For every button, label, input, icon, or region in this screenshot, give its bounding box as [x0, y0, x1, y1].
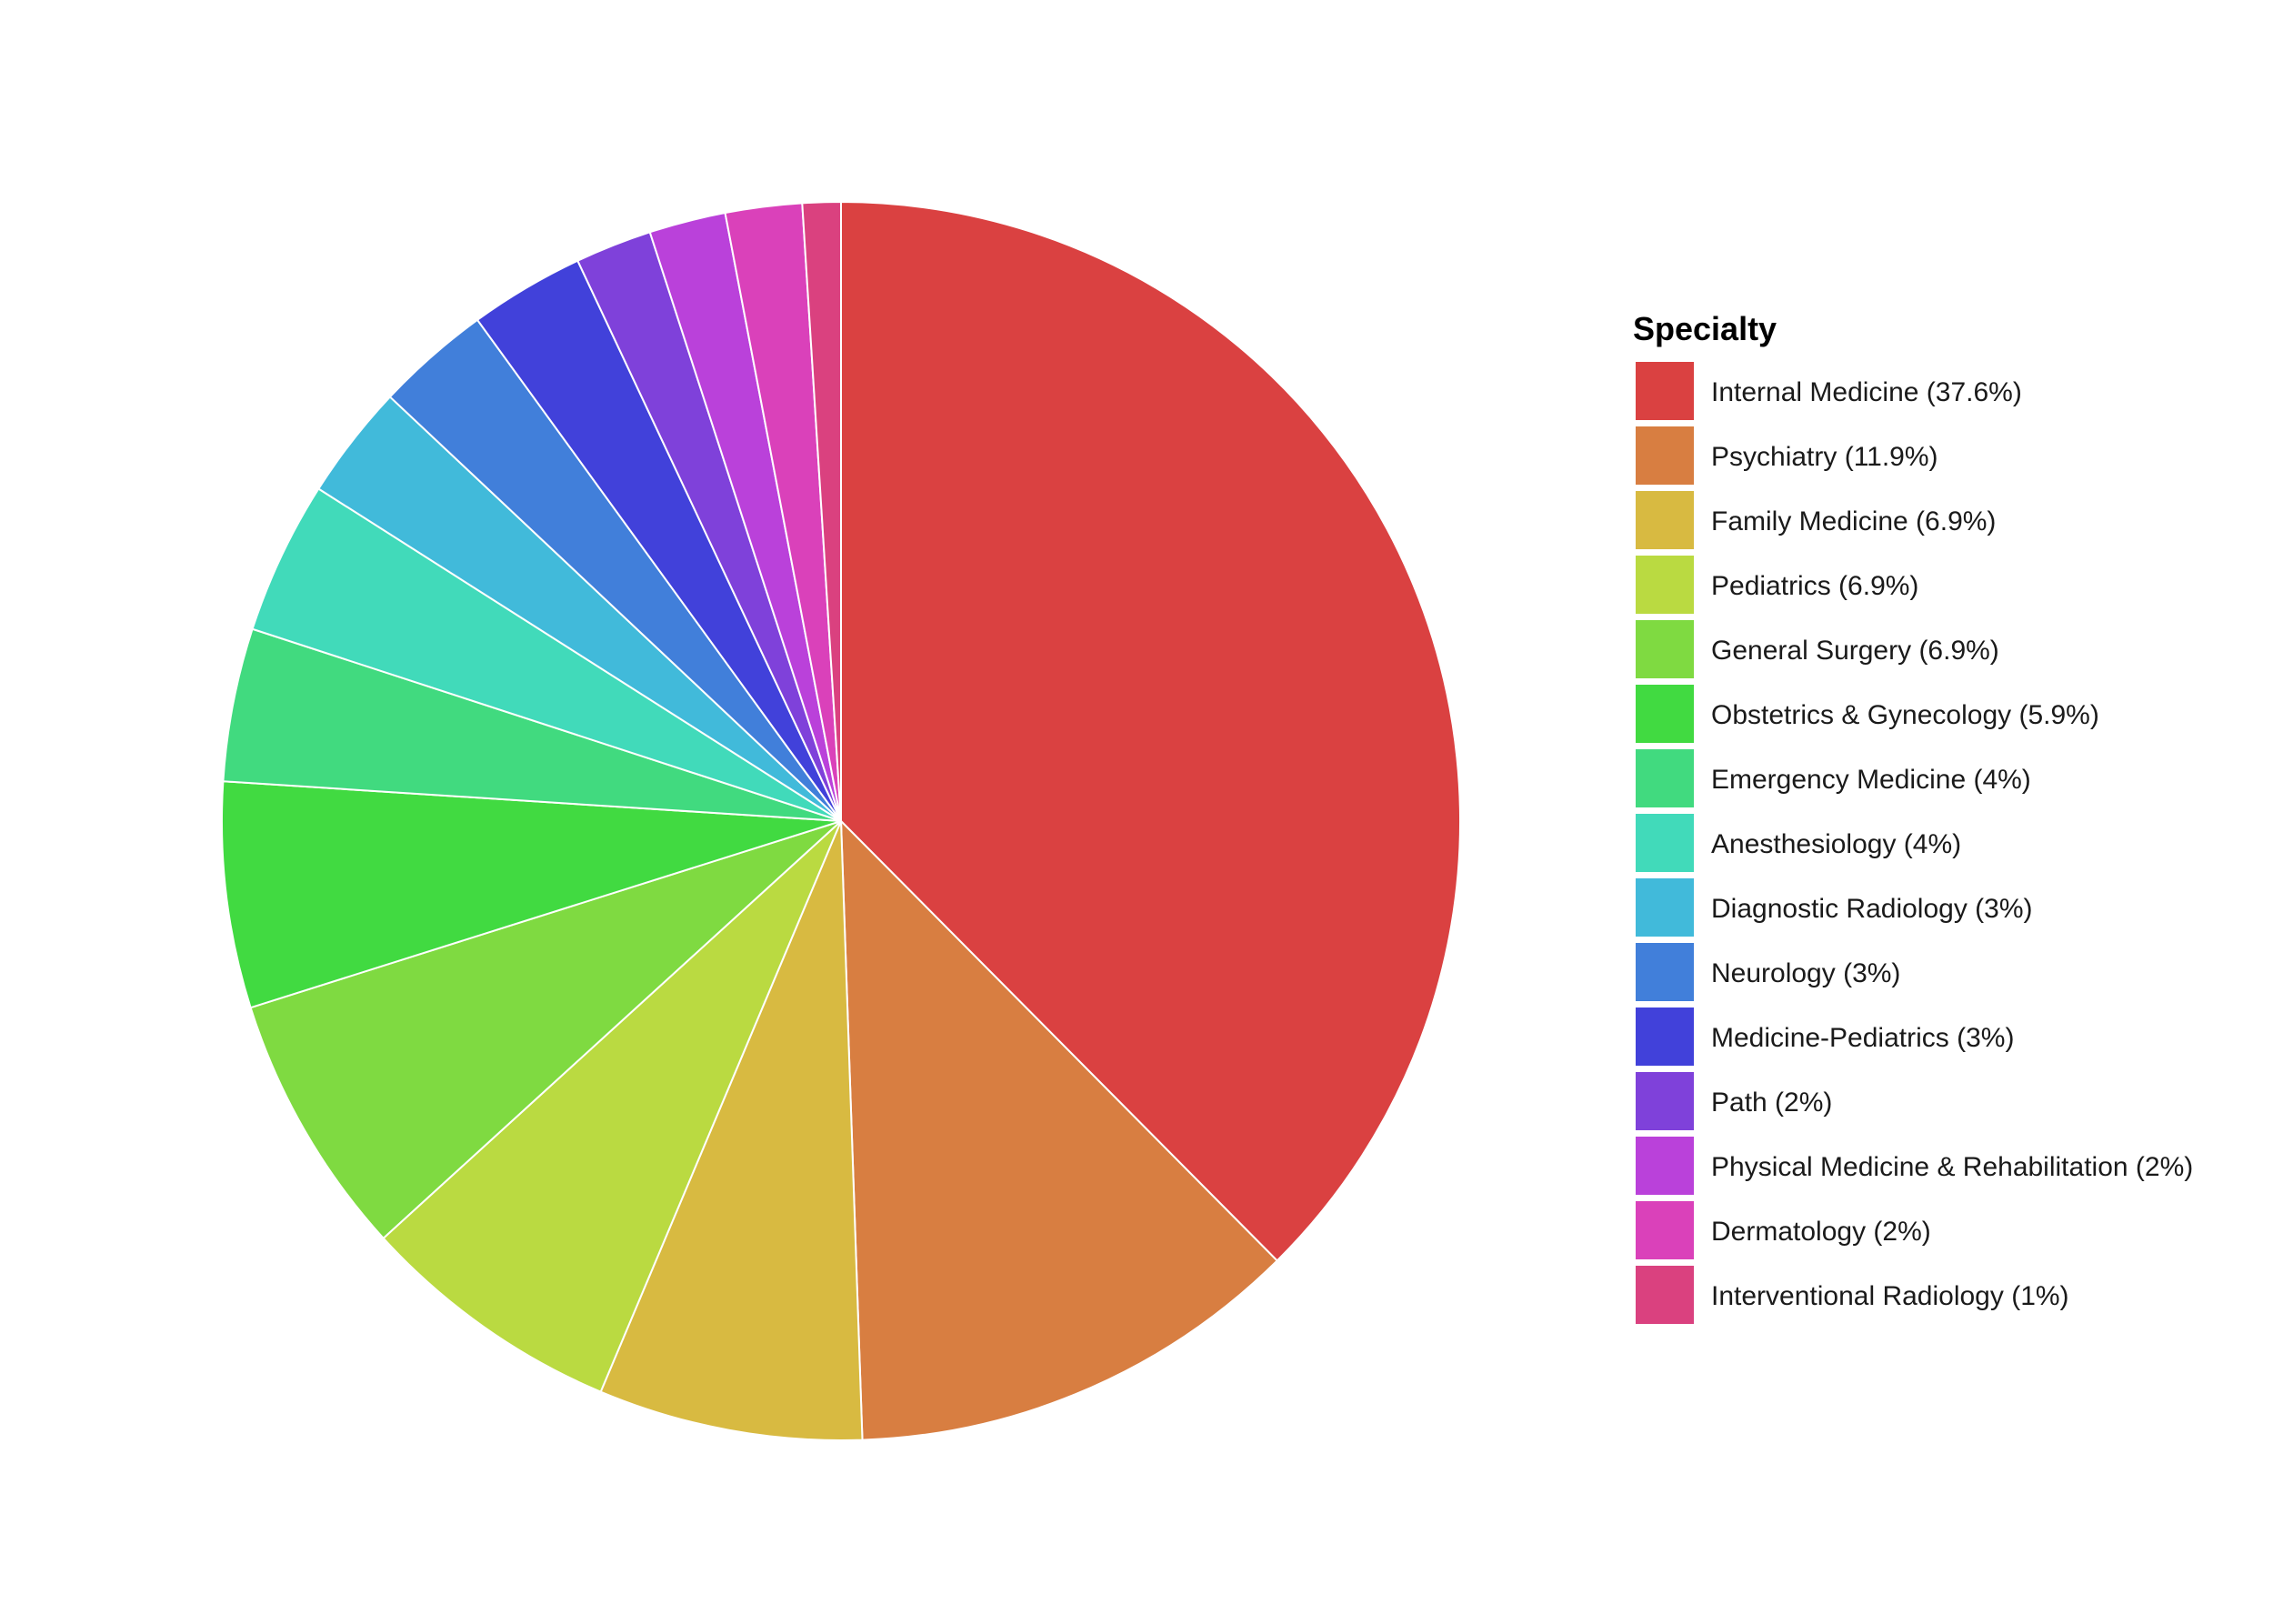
legend-key-7	[1634, 812, 1696, 874]
legend-label-0: Internal Medicine (37.6%)	[1711, 377, 2022, 407]
legend-key-8	[1634, 877, 1696, 938]
legend-label-1: Psychiatry (11.9%)	[1711, 442, 1938, 472]
legend-key-12	[1634, 1135, 1696, 1197]
pie-slices	[221, 200, 1461, 1441]
pie-slice-14	[801, 200, 842, 822]
legend-label-14: Interventional Radiology (1%)	[1711, 1281, 2069, 1311]
legend-label-3: Pediatrics (6.9%)	[1711, 571, 1918, 601]
legend-key-11	[1634, 1070, 1696, 1132]
legend-label-8: Diagnostic Radiology (3%)	[1711, 894, 2033, 924]
legend-label-6: Emergency Medicine (4%)	[1711, 765, 2031, 795]
legend-key-3	[1634, 554, 1696, 616]
pie-slice-1	[839, 818, 1279, 1441]
legend-key-2	[1634, 489, 1696, 551]
pie-slice-4	[249, 820, 842, 1240]
legend-key-9	[1634, 941, 1696, 1003]
legend-key-1	[1634, 425, 1696, 486]
legend-label-9: Neurology (3%)	[1711, 958, 1900, 988]
legend: Specialty Internal Medicine (37.6%) Psych…	[1633, 310, 2193, 1326]
legend-key-5	[1634, 683, 1696, 745]
legend-label-7: Anesthesiology (4%)	[1711, 829, 1961, 859]
legend-label-10: Medicine-Pediatrics (3%)	[1711, 1023, 2014, 1053]
legend-label-5: Obstetrics & Gynecology (5.9%)	[1711, 700, 2099, 730]
legend-key-10	[1634, 1006, 1696, 1068]
pie-slice-3	[382, 820, 842, 1393]
legend-label-4: General Surgery (6.9%)	[1711, 636, 1999, 666]
legend-key-0	[1634, 360, 1696, 422]
legend-key-4	[1634, 618, 1696, 680]
legend-title: Specialty	[1633, 310, 1777, 347]
pie-slice-2	[599, 820, 864, 1441]
legend-label-2: Family Medicine (6.9%)	[1711, 506, 1996, 536]
legend-label-12: Physical Medicine & Rehabilitation (2%)	[1711, 1152, 2193, 1182]
pie-slice-0	[840, 200, 1461, 1262]
legend-key-13	[1634, 1199, 1696, 1261]
legend-key-6	[1634, 747, 1696, 809]
legend-label-11: Path (2%)	[1711, 1088, 1832, 1118]
pie-slice-5	[221, 780, 842, 1009]
legend-key-14	[1634, 1264, 1696, 1326]
legend-label-13: Dermatology (2%)	[1711, 1217, 1931, 1247]
